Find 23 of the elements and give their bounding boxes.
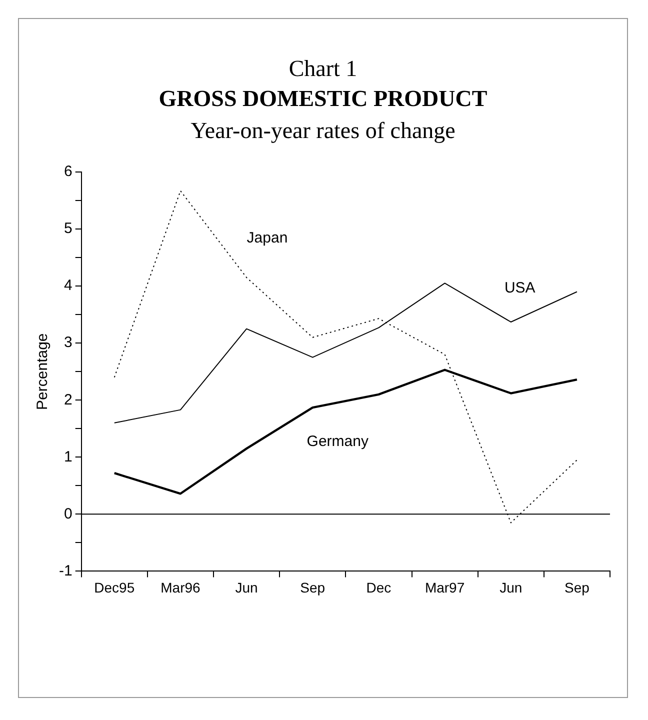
chart-title: GROSS DOMESTIC PRODUCT [158,86,488,112]
series-label: Germany [306,432,369,450]
y-tick-label: 5 [64,220,72,238]
x-tick-label: Mar97 [424,579,465,596]
x-tick-label: Dec [366,579,392,596]
x-tick-label: Mar96 [160,579,201,596]
y-tick-label: 1 [64,448,72,466]
caption: Chart 1 [288,56,358,82]
chart-subtitle: Year-on-year rates of change [190,118,456,144]
y-axis-title: Percentage [34,333,52,410]
y-tick-label: 6 [64,163,72,180]
series-label: Japan [246,230,288,247]
x-tick-label: Sep [300,579,326,596]
y-tick-label: 4 [64,277,72,294]
y-tick-label: 3 [64,334,72,352]
y-tick-label: 0 [64,505,72,522]
y-tick-label: 2 [64,391,72,408]
series-label: USA [504,280,536,297]
x-tick-label: Jun [500,579,522,596]
x-tick-label: Jun [235,579,258,596]
x-tick-label: Sep [564,579,590,596]
x-tick-label: Dec95 [94,579,135,596]
y-tick-label: -1 [58,562,72,580]
